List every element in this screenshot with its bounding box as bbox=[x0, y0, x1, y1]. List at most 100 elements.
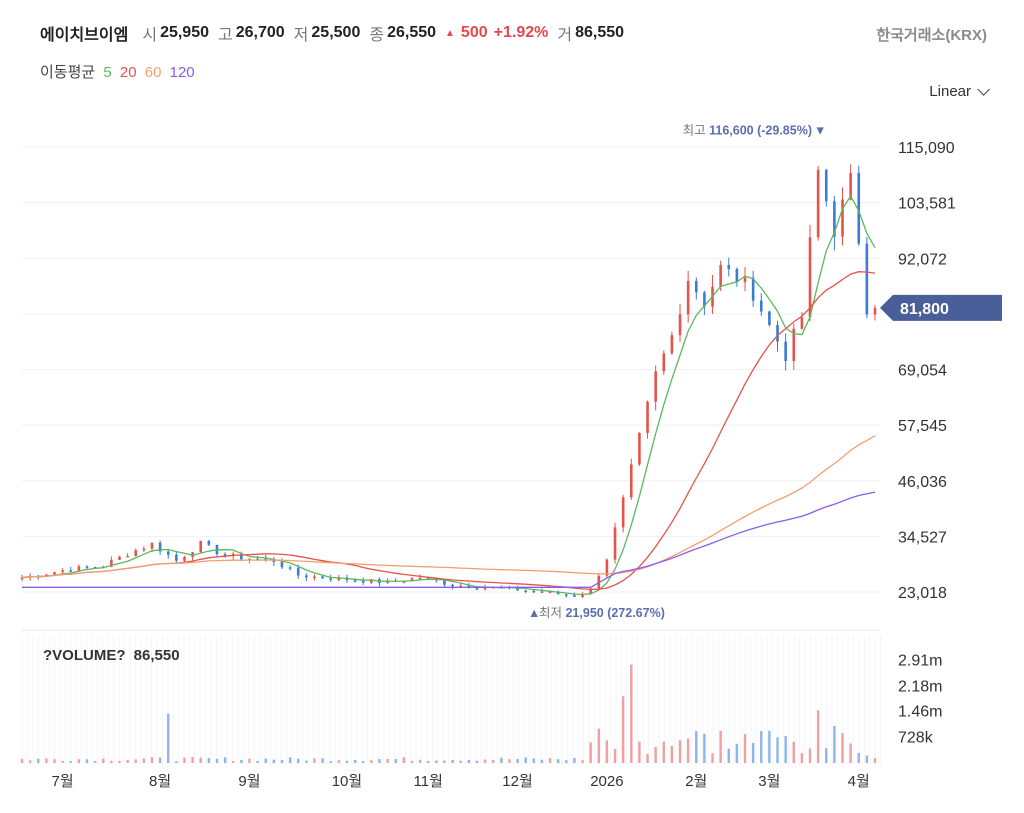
price-tick-label: 103,581 bbox=[898, 196, 956, 213]
volume-bar bbox=[662, 741, 665, 763]
volume-bar bbox=[183, 757, 186, 763]
ma-60-line bbox=[21, 435, 876, 579]
volume-bar bbox=[467, 759, 471, 763]
volume-bar bbox=[792, 741, 795, 763]
volume-bar bbox=[735, 743, 739, 763]
scale-dropdown[interactable]: Linear bbox=[929, 83, 990, 100]
volume-bar bbox=[167, 713, 170, 763]
candle-body bbox=[126, 555, 129, 558]
volume-bar bbox=[435, 760, 438, 763]
low-value: 25,500 bbox=[311, 24, 361, 41]
volume-bar bbox=[857, 752, 860, 763]
volume-bar bbox=[305, 760, 308, 763]
ma-60[interactable]: 60 bbox=[144, 64, 162, 81]
volume-bar bbox=[524, 757, 527, 763]
candle-body bbox=[110, 559, 113, 567]
volume-bar bbox=[362, 761, 365, 763]
volume-bar bbox=[20, 758, 24, 763]
volume-bar bbox=[45, 758, 48, 763]
open-label: 시 bbox=[142, 27, 158, 44]
candle-body bbox=[638, 432, 641, 465]
volume-bar bbox=[865, 755, 869, 763]
volume-bar bbox=[256, 760, 259, 763]
volume-tick-label: 2.91m bbox=[898, 653, 942, 670]
volume-bar bbox=[102, 758, 105, 763]
candle-body bbox=[605, 559, 609, 576]
candle-body bbox=[548, 591, 552, 594]
stock-name: 에이치브이엠 bbox=[40, 27, 129, 44]
candle-body bbox=[621, 497, 625, 528]
volume-bar bbox=[630, 664, 633, 763]
volume-bar bbox=[215, 758, 219, 763]
volume-bar bbox=[768, 730, 771, 763]
volume-bar bbox=[329, 761, 332, 763]
candle-body bbox=[69, 570, 73, 572]
candle-body bbox=[816, 169, 820, 238]
candle-body bbox=[532, 590, 536, 593]
low-label: 저 bbox=[293, 27, 309, 44]
candle-body bbox=[841, 199, 844, 237]
time-tick-label: 12월 bbox=[502, 773, 533, 790]
volume-label: 거 bbox=[557, 27, 573, 44]
candle-body bbox=[824, 169, 828, 202]
volume-bar bbox=[565, 760, 568, 763]
price-header: 에이치브이엠 시 25,950 고 26,700 저 25,500 종 26,5… bbox=[40, 20, 633, 46]
candle-body bbox=[337, 577, 341, 580]
volume-bar bbox=[199, 757, 202, 763]
volume-bar bbox=[77, 759, 81, 763]
volume-bar bbox=[711, 753, 714, 763]
candle-body bbox=[678, 314, 682, 336]
candle-body bbox=[61, 570, 64, 573]
volume-bar bbox=[402, 757, 406, 763]
volume-bar bbox=[272, 759, 276, 763]
volume-bar bbox=[548, 758, 552, 763]
candle-body bbox=[353, 580, 357, 582]
time-tick-label: 2026 bbox=[590, 773, 623, 790]
candle-body bbox=[183, 556, 186, 561]
volume-bar bbox=[589, 742, 592, 763]
candle-body bbox=[280, 561, 284, 568]
volume-bar bbox=[207, 758, 211, 763]
candle-body bbox=[223, 554, 227, 557]
ma-20[interactable]: 20 bbox=[119, 64, 137, 81]
candle-body bbox=[475, 587, 479, 590]
volume-bar bbox=[223, 757, 227, 763]
candles bbox=[20, 164, 877, 598]
volume-bar bbox=[573, 757, 576, 763]
candle-body bbox=[589, 588, 592, 594]
volume-bar bbox=[69, 761, 72, 763]
ma-5[interactable]: 5 bbox=[103, 64, 112, 81]
moving-average-legend: 이동평균 5 20 60 120 bbox=[40, 61, 199, 82]
price-axis: 115,090 103,581 92,072 69,054 57,545 46,036 34… bbox=[880, 140, 1002, 602]
volume-bar bbox=[451, 759, 454, 763]
volume-bar bbox=[142, 758, 146, 763]
candle-body bbox=[296, 567, 300, 576]
moving-average-lines bbox=[21, 194, 876, 596]
candle-body bbox=[158, 542, 162, 552]
candle-body bbox=[727, 265, 731, 270]
volume-bar bbox=[353, 759, 357, 763]
candle-body bbox=[524, 590, 527, 592]
volume-bar bbox=[833, 725, 836, 763]
volume-bar bbox=[581, 760, 584, 763]
price-tick-label: 34,527 bbox=[898, 529, 947, 546]
candle-body bbox=[459, 585, 462, 588]
candle-body bbox=[134, 550, 138, 556]
volume-bar bbox=[532, 758, 535, 763]
volume-bar bbox=[597, 728, 600, 763]
candle-body bbox=[735, 269, 739, 282]
volume-bar bbox=[703, 733, 706, 763]
ma-120[interactable]: 120 bbox=[169, 64, 195, 81]
candle-body bbox=[410, 578, 414, 582]
current-price-tag bbox=[880, 294, 1002, 321]
price-tick-label: 115,090 bbox=[898, 140, 955, 157]
candle-body bbox=[118, 556, 121, 560]
volume-bar bbox=[37, 758, 40, 763]
candle-body bbox=[865, 243, 869, 315]
up-triangle-icon: ▲ bbox=[445, 27, 455, 39]
candle-body bbox=[808, 237, 812, 318]
volume-bar bbox=[491, 759, 495, 763]
volume-bar bbox=[370, 760, 373, 763]
volume-bar bbox=[808, 748, 812, 763]
